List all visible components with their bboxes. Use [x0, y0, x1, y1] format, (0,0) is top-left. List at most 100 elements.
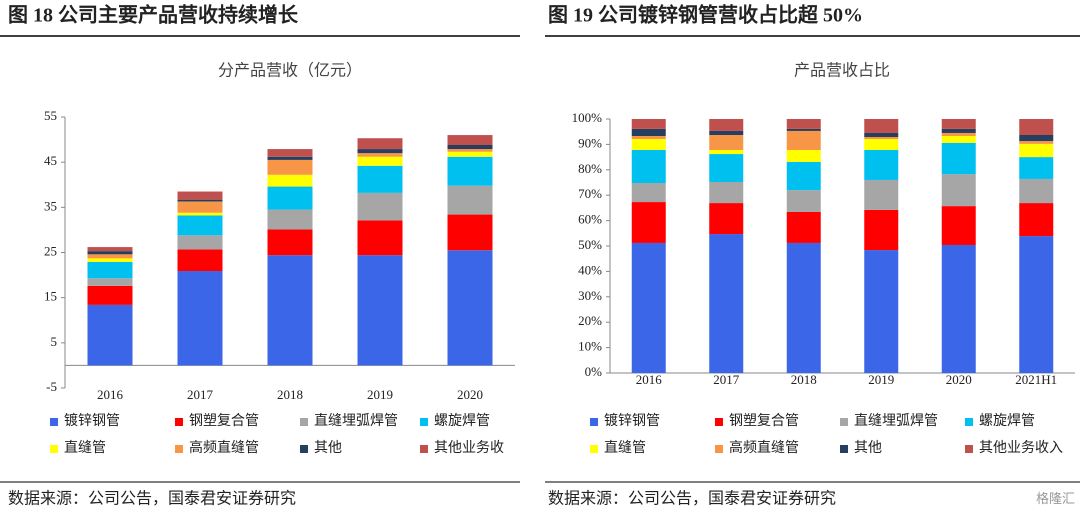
bar-segment	[786, 119, 821, 129]
legend-swatch	[50, 418, 58, 426]
x-tick-label: 2020	[946, 372, 972, 387]
bar-segment	[786, 128, 821, 131]
bar-segment	[357, 165, 403, 193]
bar-segment	[709, 203, 744, 235]
legend-swatch	[965, 445, 973, 453]
legend-label: 其他业务收	[434, 440, 504, 456]
bar-segment	[631, 139, 666, 150]
bar-segment	[941, 142, 976, 175]
legend-swatch	[300, 418, 308, 426]
bar-segment	[941, 128, 976, 133]
bar-segment	[447, 185, 493, 215]
bar-segment	[1019, 157, 1054, 179]
y-tick-label: 90%	[578, 135, 602, 150]
bar-segment	[786, 161, 821, 191]
bar-segment	[267, 159, 313, 175]
legend-swatch	[590, 418, 598, 426]
bar-segment	[357, 153, 403, 157]
bar-segment	[631, 128, 666, 137]
y-tick-label: 30%	[578, 288, 602, 303]
bar-segment	[864, 119, 899, 133]
y-tick-label: 50%	[578, 237, 602, 252]
y-tick-label: 45	[44, 153, 57, 168]
x-tick-label: 2020	[457, 387, 483, 402]
bar-segment	[1019, 141, 1054, 144]
legend-swatch	[715, 418, 723, 426]
bar-segment	[786, 190, 821, 212]
chart-title: 分产品营收（亿元）	[218, 62, 362, 80]
y-tick-label: 55	[44, 108, 57, 123]
bar-segment	[267, 186, 313, 210]
y-tick-label: 20%	[578, 313, 602, 328]
x-tick-label: 2019	[367, 387, 393, 402]
bar-segment	[267, 156, 313, 160]
bar-segment	[941, 174, 976, 207]
bar-segment	[786, 130, 821, 150]
watermark: 格隆汇	[1036, 491, 1075, 506]
x-tick-label: 2016	[636, 372, 663, 387]
bar-segment	[267, 149, 313, 157]
legend-swatch	[420, 418, 428, 426]
bar-segment	[267, 229, 313, 256]
bar-segment	[447, 250, 493, 366]
bar-segment	[177, 271, 223, 366]
legend-label: 螺旋焊管	[979, 413, 1035, 429]
bar-segment	[87, 278, 133, 286]
bar-segment	[1019, 135, 1054, 142]
bar-segment	[941, 206, 976, 245]
bar-segment	[87, 247, 133, 252]
bar-segment	[447, 149, 493, 152]
bar-segment	[631, 242, 666, 373]
x-tick-label: 2017	[187, 387, 214, 402]
legend-label: 其他	[854, 440, 882, 456]
legend-swatch	[175, 445, 183, 453]
bar-segment	[864, 179, 899, 210]
x-tick-label: 2018	[791, 372, 817, 387]
legend-swatch	[840, 418, 848, 426]
bar-segment	[177, 235, 223, 250]
bar-segment	[447, 135, 493, 146]
bar-segment	[447, 151, 493, 157]
bar-segment	[786, 242, 821, 373]
y-tick-label: 100%	[572, 110, 603, 125]
bar-segment	[709, 154, 744, 182]
bar-segment	[709, 149, 744, 155]
bar-segment	[941, 136, 976, 143]
bar-segment	[177, 199, 223, 202]
y-tick-label: 10%	[578, 339, 602, 354]
legend-label: 直缝管	[64, 439, 106, 456]
bar-segment	[709, 130, 744, 136]
source-note: 数据来源：公司公告，国泰君安证券研究	[548, 490, 836, 508]
bar-segment	[1019, 143, 1054, 158]
bar-segment	[631, 149, 666, 184]
legend-swatch	[840, 445, 848, 453]
bar-segment	[447, 214, 493, 251]
legend-label: 其他业务收入	[979, 440, 1063, 456]
x-tick-label: 2016	[97, 387, 124, 402]
bar-segment	[267, 255, 313, 366]
bar-segment	[447, 156, 493, 186]
bar-segment	[357, 149, 403, 154]
bar-segment	[631, 119, 666, 129]
source-note: 数据来源：公司公告，国泰君安证券研究	[8, 490, 296, 508]
legend-label: 高频直缝管	[729, 439, 799, 456]
legend-swatch	[715, 445, 723, 453]
bar-segment	[87, 258, 133, 262]
bar-segment	[786, 211, 821, 243]
bar-segment	[941, 119, 976, 129]
bar-segment	[631, 136, 666, 140]
bar-segment	[864, 149, 899, 180]
legend-label: 其他	[314, 440, 342, 456]
y-tick-label: 80%	[578, 161, 602, 176]
bar-segment	[864, 137, 899, 140]
bar-segment	[87, 304, 133, 366]
bar-segment	[177, 249, 223, 272]
bar-segment	[1019, 203, 1054, 237]
legend-label: 钢塑复合管	[729, 412, 799, 429]
legend-swatch	[965, 418, 973, 426]
bar-segment	[177, 212, 223, 216]
y-tick-label: 60%	[578, 212, 602, 227]
chart-title: 产品营收占比	[794, 62, 890, 80]
bar-segment	[941, 132, 976, 137]
y-tick-label: -5	[46, 379, 57, 394]
